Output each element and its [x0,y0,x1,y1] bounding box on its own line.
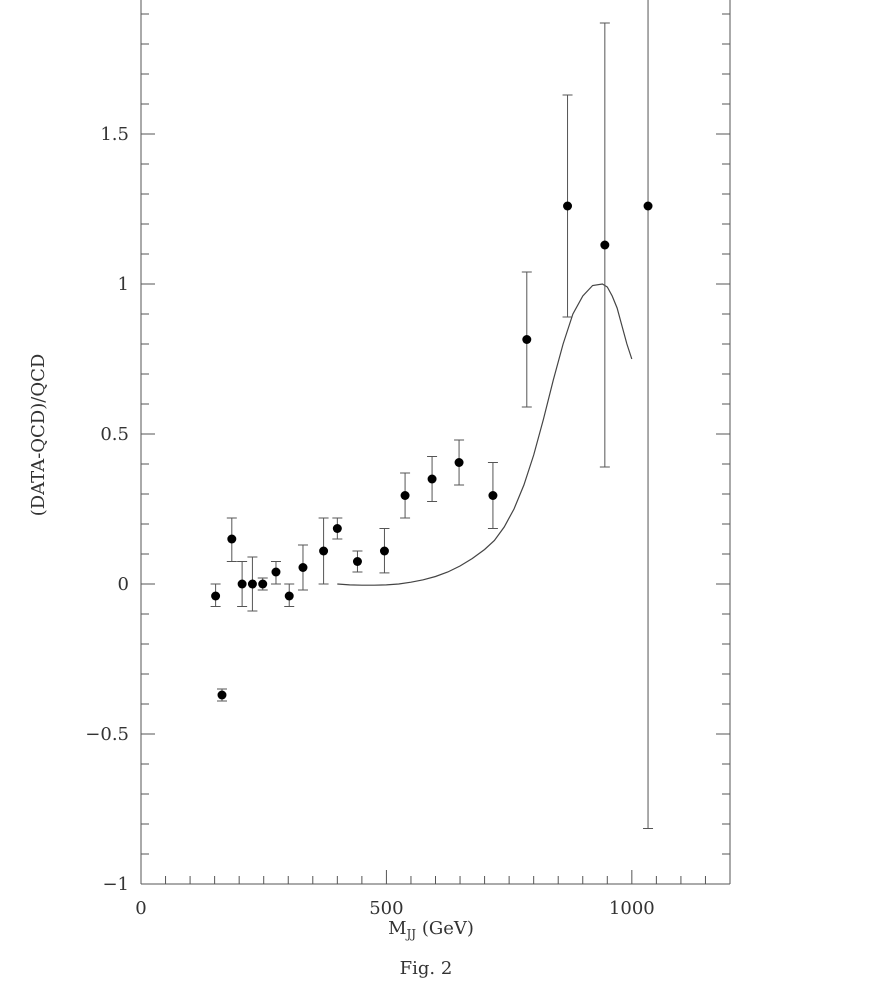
data-point [237,579,247,589]
data-point [454,458,464,467]
data-point [563,201,573,211]
data-point [332,524,342,533]
y-tick-label: 0.5 [100,424,129,445]
data-point [400,491,410,500]
data-point [258,579,268,589]
data-point [284,591,294,601]
data-points [211,201,653,700]
data-point [600,240,610,250]
x-axis-label: MJJ (GeV) [388,918,474,941]
axes [140,0,731,885]
data-point [211,591,221,601]
data-point [247,579,257,589]
data-point [352,557,362,566]
tick-marks [140,13,731,885]
data-point [217,690,227,700]
y-tick-label: 0 [118,574,129,595]
data-point [271,567,281,577]
tick-labels: −1 −0.5 0 0.5 1 1.5 0 500 1000 [85,124,654,919]
data-point [298,563,308,572]
error-bars [210,0,654,829]
y-tick-label: 1 [118,274,129,295]
data-point [427,474,437,484]
y-axis-label: (DATA-QCD)/QCD [28,354,49,517]
data-point [643,201,653,211]
data-point [522,335,532,344]
x-tick-label: 0 [135,898,146,919]
figure-caption: Fig. 2 [400,958,453,979]
error-bar [643,0,654,829]
theory-curve-layer [337,283,633,586]
y-tick-label: 1.5 [100,124,129,145]
data-point [227,534,237,544]
y-tick-label: −0.5 [85,724,129,745]
theory-curve [337,283,633,586]
data-point [379,546,389,556]
data-point [488,491,498,500]
x-tick-label: 1000 [609,898,655,919]
data-point [319,546,329,556]
x-tick-label: 500 [369,898,403,919]
y-tick-label: −1 [102,874,129,895]
